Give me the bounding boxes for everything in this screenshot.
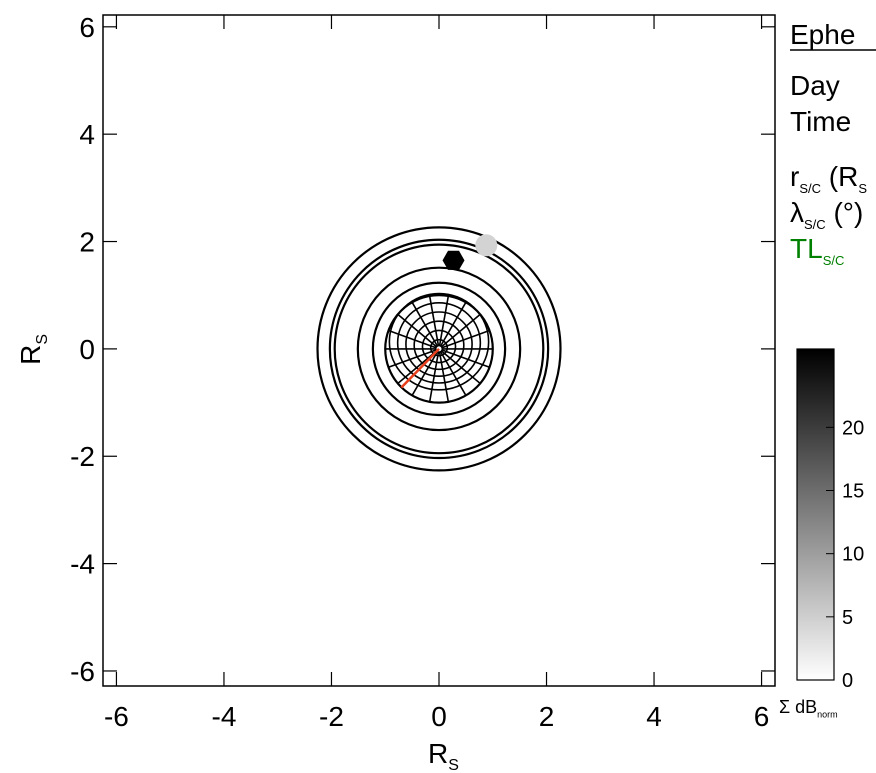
x-axis-label: RS	[428, 738, 459, 773]
y-tick-label: 4	[79, 119, 95, 150]
x-tick-label: -4	[212, 701, 237, 732]
y-tick-label: -6	[70, 656, 95, 687]
x-tick-label: -2	[319, 701, 344, 732]
globe-meridian	[438, 301, 467, 350]
globe-meridian	[428, 348, 440, 402]
y-axis-label-main: R	[15, 345, 46, 365]
y-axis-label-sub: S	[34, 334, 51, 345]
colorbar-label-sub: norm	[817, 710, 838, 720]
x-axis-label-main: R	[428, 738, 448, 769]
ephemeris-tl-main: TL	[790, 233, 823, 264]
ephemeris-tl-sub: S/C	[823, 253, 845, 268]
ring	[328, 238, 550, 460]
ephemeris-r-after-sub: S	[858, 181, 867, 196]
ephemeris-r-after: (R	[821, 161, 858, 192]
ephemeris-lambda-main: λ	[790, 197, 804, 228]
ring	[356, 266, 522, 432]
ring	[316, 226, 562, 472]
ring	[371, 281, 507, 417]
ring	[333, 243, 545, 455]
ephemeris-time: Time	[790, 106, 851, 137]
ephemeris-r: rS/C (RS	[790, 161, 867, 196]
field-line	[400, 348, 440, 389]
colorbar-tick-label: 10	[842, 544, 864, 566]
globe-meridian	[428, 295, 440, 350]
y-tick-label: -4	[70, 549, 95, 580]
spacecraft-marker	[475, 234, 498, 257]
globe-meridian	[438, 295, 450, 350]
colorbar-tick-label: 0	[842, 670, 853, 692]
globe-parallel	[413, 320, 465, 371]
globe-meridian	[411, 301, 440, 350]
x-tick-label: 4	[646, 701, 662, 732]
globe-meridian	[438, 348, 467, 396]
globe-meridian	[388, 329, 440, 350]
ephemeris-title: Ephe	[790, 19, 855, 50]
colorbar	[796, 348, 835, 681]
colorbar-tick-label: 5	[842, 607, 853, 629]
globe-parallel	[388, 292, 490, 391]
globe-meridian	[388, 348, 440, 369]
ephemeris-day: Day	[790, 70, 840, 101]
globe-meridian	[411, 348, 440, 396]
ephemeris-r-main: r	[790, 161, 799, 192]
y-tick-label: 0	[79, 334, 95, 365]
y-axis-label: RS	[15, 334, 51, 365]
y-tick-label: 2	[79, 227, 95, 258]
ephemeris-r-sub: S/C	[799, 181, 821, 196]
globe-meridian	[438, 313, 481, 350]
globe-parallel	[421, 329, 457, 364]
colorbar-label: Σ dBnorm	[779, 697, 838, 720]
ephemeris-lambda-sub: S/C	[804, 217, 826, 232]
globe-parallel	[405, 311, 473, 377]
x-tick-label: 0	[431, 701, 447, 732]
globe-meridian	[438, 329, 490, 350]
globe-parallel	[396, 301, 482, 384]
colorbar-label-main: Σ dB	[779, 697, 817, 717]
colorbar-tick-label: 15	[842, 480, 864, 502]
x-axis-label-sub: S	[448, 757, 459, 773]
globe-meridian	[397, 313, 440, 350]
globe-meridian	[438, 348, 450, 402]
x-tick-label: 2	[539, 701, 555, 732]
y-tick-label: -2	[70, 441, 95, 472]
x-tick-label: 6	[754, 701, 770, 732]
globe-parallel	[429, 338, 449, 357]
ephemeris-lambda: λS/C (°)	[790, 197, 863, 232]
x-tick-label: -6	[104, 701, 129, 732]
spacecraft-marker	[442, 250, 465, 270]
globe-meridian	[438, 348, 481, 385]
y-tick-label: 6	[79, 12, 95, 43]
ephemeris-tl: TLS/C	[790, 233, 844, 268]
colorbar-tick-label: 20	[842, 417, 864, 439]
globe-meridian	[438, 348, 490, 369]
ephemeris-lambda-after: (°)	[826, 197, 864, 228]
